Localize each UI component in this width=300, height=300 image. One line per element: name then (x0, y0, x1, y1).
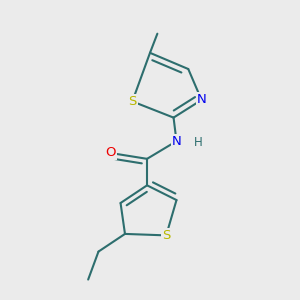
Text: S: S (128, 95, 136, 108)
Text: O: O (105, 146, 116, 159)
Text: N: N (197, 93, 206, 106)
Text: S: S (162, 229, 170, 242)
Text: N: N (172, 135, 182, 148)
Text: H: H (194, 136, 203, 149)
